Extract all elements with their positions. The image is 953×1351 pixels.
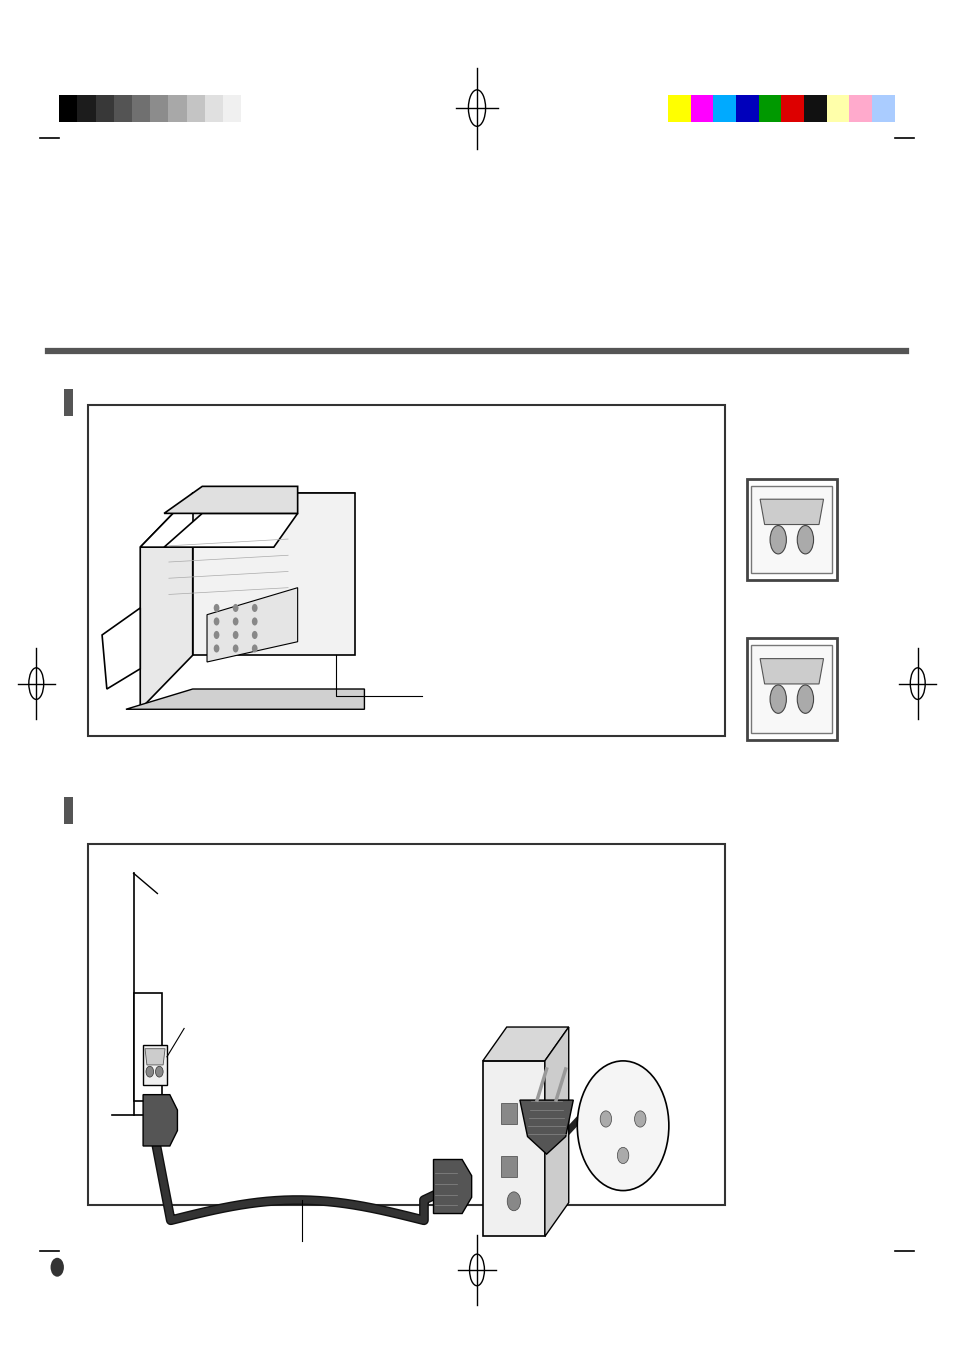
Circle shape [617, 1147, 628, 1163]
Bar [745, 480, 837, 581]
Ellipse shape [769, 685, 785, 713]
Bar [77, 95, 95, 122]
Bar [803, 95, 826, 122]
Circle shape [233, 617, 238, 626]
Bar [735, 95, 758, 122]
Circle shape [213, 631, 219, 639]
Ellipse shape [797, 526, 813, 554]
Bar [169, 95, 187, 122]
Circle shape [146, 1066, 153, 1077]
Bar [750, 486, 831, 573]
Polygon shape [143, 1094, 177, 1146]
Polygon shape [164, 486, 297, 513]
Bar [781, 95, 803, 122]
Circle shape [634, 1111, 645, 1127]
Bar [113, 95, 132, 122]
Polygon shape [519, 1100, 573, 1154]
Polygon shape [193, 493, 355, 655]
Bar [667, 95, 690, 122]
Circle shape [233, 644, 238, 653]
Polygon shape [164, 513, 297, 547]
Polygon shape [760, 500, 822, 524]
Bar [871, 95, 894, 122]
Circle shape [252, 617, 257, 626]
Polygon shape [145, 1048, 165, 1065]
Ellipse shape [769, 526, 785, 554]
Bar [143, 1044, 167, 1085]
Bar [241, 95, 259, 122]
Circle shape [213, 604, 219, 612]
Bar [64, 797, 73, 824]
Bar [150, 95, 169, 122]
Bar [745, 639, 837, 740]
Bar [132, 95, 150, 122]
Circle shape [252, 604, 257, 612]
Bar [64, 389, 73, 416]
Bar [758, 95, 781, 122]
Polygon shape [126, 689, 364, 709]
Circle shape [213, 644, 219, 653]
Bar [95, 95, 113, 122]
Circle shape [252, 631, 257, 639]
Bar [750, 646, 831, 732]
Circle shape [51, 1258, 64, 1277]
Bar [501, 1155, 517, 1177]
Circle shape [233, 604, 238, 612]
Polygon shape [433, 1159, 471, 1213]
Bar [88, 844, 724, 1205]
Bar [187, 95, 205, 122]
Polygon shape [482, 1027, 568, 1061]
Bar [713, 95, 735, 122]
Ellipse shape [797, 685, 813, 713]
Polygon shape [140, 493, 355, 547]
Polygon shape [207, 588, 297, 662]
Circle shape [507, 1192, 520, 1210]
Bar [826, 95, 848, 122]
Bar [205, 95, 223, 122]
Bar [848, 95, 871, 122]
Polygon shape [760, 659, 822, 684]
Circle shape [233, 631, 238, 639]
Polygon shape [102, 608, 140, 689]
Circle shape [599, 1111, 611, 1127]
Bar [59, 95, 77, 122]
Circle shape [213, 617, 219, 626]
Bar [690, 95, 713, 122]
Polygon shape [544, 1027, 568, 1236]
Circle shape [155, 1066, 163, 1077]
Polygon shape [140, 493, 193, 709]
Bar [482, 1061, 544, 1236]
Bar [501, 1102, 517, 1124]
Bar [88, 405, 724, 736]
Circle shape [577, 1061, 668, 1190]
Bar [133, 993, 162, 1101]
Circle shape [252, 644, 257, 653]
Bar [223, 95, 241, 122]
